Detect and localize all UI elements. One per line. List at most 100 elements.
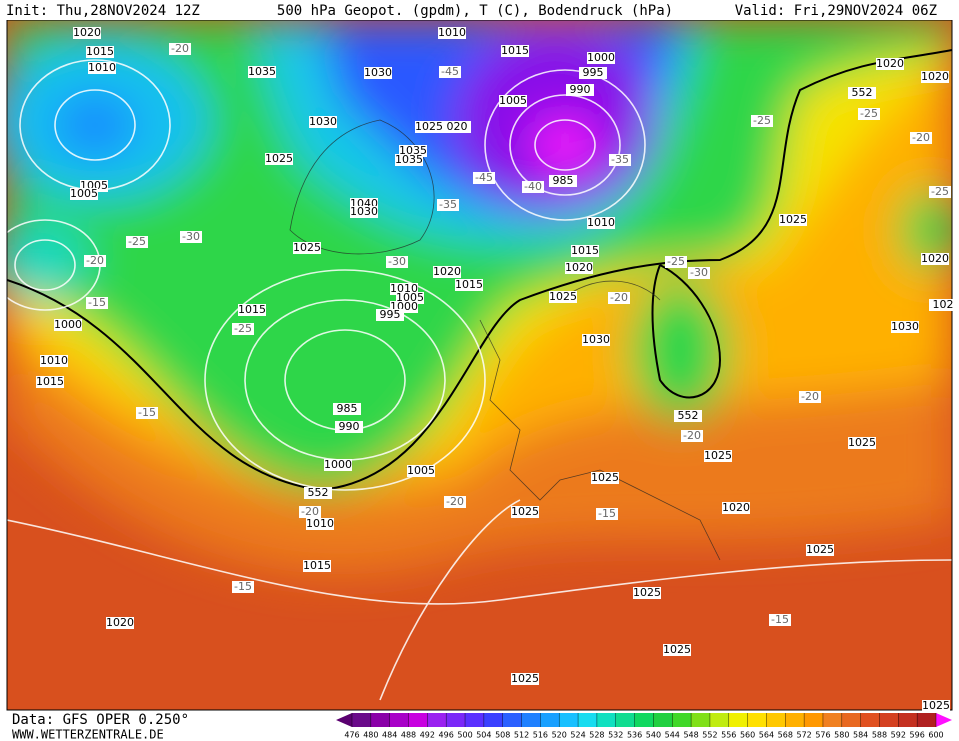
- isobar-label-box: [848, 87, 876, 99]
- colorbar-tick-label: 492: [420, 731, 435, 740]
- isobar-label: 1030: [309, 115, 337, 128]
- isotherm-label: -20: [86, 254, 104, 267]
- isotherm-label-box: [769, 614, 791, 626]
- isobar-label: 995: [583, 66, 604, 79]
- isotherm-label-box: [299, 506, 321, 518]
- isobar-label: 985: [337, 402, 358, 415]
- colorbar-tick-label: 496: [439, 731, 454, 740]
- isotherm-label: -20: [301, 505, 319, 518]
- isobar-label-box: [407, 465, 435, 477]
- isobar-label: 1035: [248, 65, 276, 78]
- isobar-label-box: [455, 279, 483, 291]
- isobar-label: 1025: [779, 213, 807, 226]
- isobar-label: 1020: [73, 26, 101, 39]
- isotherm-label-box: [232, 581, 254, 593]
- colorbar-tick-label: 484: [382, 731, 397, 740]
- isobar-label: 1010: [88, 61, 116, 74]
- isotherm-label-box: [665, 256, 687, 268]
- isobar-label: 1025: [806, 543, 834, 556]
- colorbar-bin: [804, 713, 824, 727]
- isobar-label: 552: [678, 409, 699, 422]
- colorbar-bin: [502, 713, 523, 727]
- colorbar-tick-label: 516: [533, 731, 548, 740]
- isobar-label: 1030: [891, 320, 919, 333]
- isobar-label: 1020: [921, 252, 949, 265]
- colorbar-bin: [483, 713, 504, 727]
- isotherm-label-box: [444, 496, 466, 508]
- isobar-label: 1015: [501, 44, 529, 57]
- isotherm-label: -20: [912, 131, 930, 144]
- colorbar-bin: [785, 713, 805, 727]
- isobar-label-box: [779, 214, 807, 226]
- colorbar-tick-label: 488: [401, 731, 416, 740]
- isobar-label-box: [40, 355, 68, 367]
- isobar-label: 1010: [306, 517, 334, 530]
- isobar-label-box: [876, 58, 904, 70]
- isotherm-label-box: [858, 108, 880, 120]
- colorbar-tick-label: 596: [910, 731, 925, 740]
- isobar-label: 1015: [571, 244, 599, 257]
- isobar-label: 1020: [876, 57, 904, 70]
- colorbar-bin: [615, 713, 636, 727]
- colorbar-tick-label: 560: [740, 731, 755, 740]
- colorbar-tick-label: 580: [834, 731, 849, 740]
- isotherm-label-box: [608, 292, 630, 304]
- isobar-label-box: [929, 299, 957, 311]
- colorbar-bin: [521, 713, 541, 727]
- isobar-label-box: [54, 319, 82, 331]
- isobar-label: 1020: [565, 261, 593, 274]
- map-field: [7, 20, 952, 710]
- isobar-label-box: [443, 121, 471, 133]
- colorbar-tick-label: 508: [495, 731, 510, 740]
- isobar-label-box: [591, 472, 619, 484]
- colorbar-bin: [408, 713, 428, 727]
- isotherm-label: -25: [128, 235, 146, 248]
- isobar-label: 1025: [415, 120, 443, 133]
- isobar-label-box: [238, 304, 266, 316]
- isobar-label: 1025: [511, 672, 539, 685]
- isobar-label-box: [265, 153, 293, 165]
- isobar-label-box: [415, 121, 443, 133]
- isobar-label: 1025: [704, 449, 732, 462]
- isotherm-label-box: [681, 430, 703, 442]
- isobar-label-box: [73, 27, 101, 39]
- isobar-label: 1010: [587, 216, 615, 229]
- isotherm-label-box: [84, 255, 106, 267]
- isobar-label-box: [549, 175, 577, 187]
- colorbar-arrow: [336, 713, 352, 727]
- isobar-label-box: [304, 487, 332, 499]
- isotherm-label-box: [386, 256, 408, 268]
- isobar-label: 1020: [921, 70, 949, 83]
- colorbar-tick-label: 600: [928, 731, 943, 740]
- colorbar-arrow: [936, 713, 952, 727]
- isobar-label-box: [922, 700, 950, 712]
- isobar-label-box: [324, 459, 352, 471]
- colorbar-bin: [822, 713, 843, 727]
- isotherm-label: -15: [598, 507, 616, 520]
- colorbar-bin: [728, 713, 749, 727]
- isobar-label: 1035: [399, 144, 427, 157]
- colorbar-tick-label: 500: [457, 731, 472, 740]
- isobar-label: 1030: [364, 66, 392, 79]
- isotherm-label-box: [688, 267, 710, 279]
- colorbar-bin: [898, 713, 918, 727]
- map-title: 500 hPa Geopot. (gpdm), T (C), Bodendruc…: [277, 3, 673, 19]
- isotherm-label: -30: [182, 230, 200, 243]
- isotherm-label: -30: [690, 266, 708, 279]
- isotherm-label-box: [751, 115, 773, 127]
- isobar-label: 1005: [70, 187, 98, 200]
- isobar-label: 020: [447, 120, 468, 133]
- colorbar-bin: [634, 713, 654, 727]
- isobar-label-box: [704, 450, 732, 462]
- colorbar-tick-label: 520: [552, 731, 567, 740]
- isobar-label-box: [511, 506, 539, 518]
- isobar-label-box: [587, 217, 615, 229]
- isotherm-label-box: [473, 172, 495, 184]
- isobar-label-box: [376, 309, 404, 321]
- isobar-label: 1005: [396, 291, 424, 304]
- isotherm-label: -15: [234, 580, 252, 593]
- colorbar-tick-label: 476: [344, 731, 359, 740]
- colorbar-tick-label: 552: [702, 731, 717, 740]
- colorbar-tick-label: 512: [514, 731, 529, 740]
